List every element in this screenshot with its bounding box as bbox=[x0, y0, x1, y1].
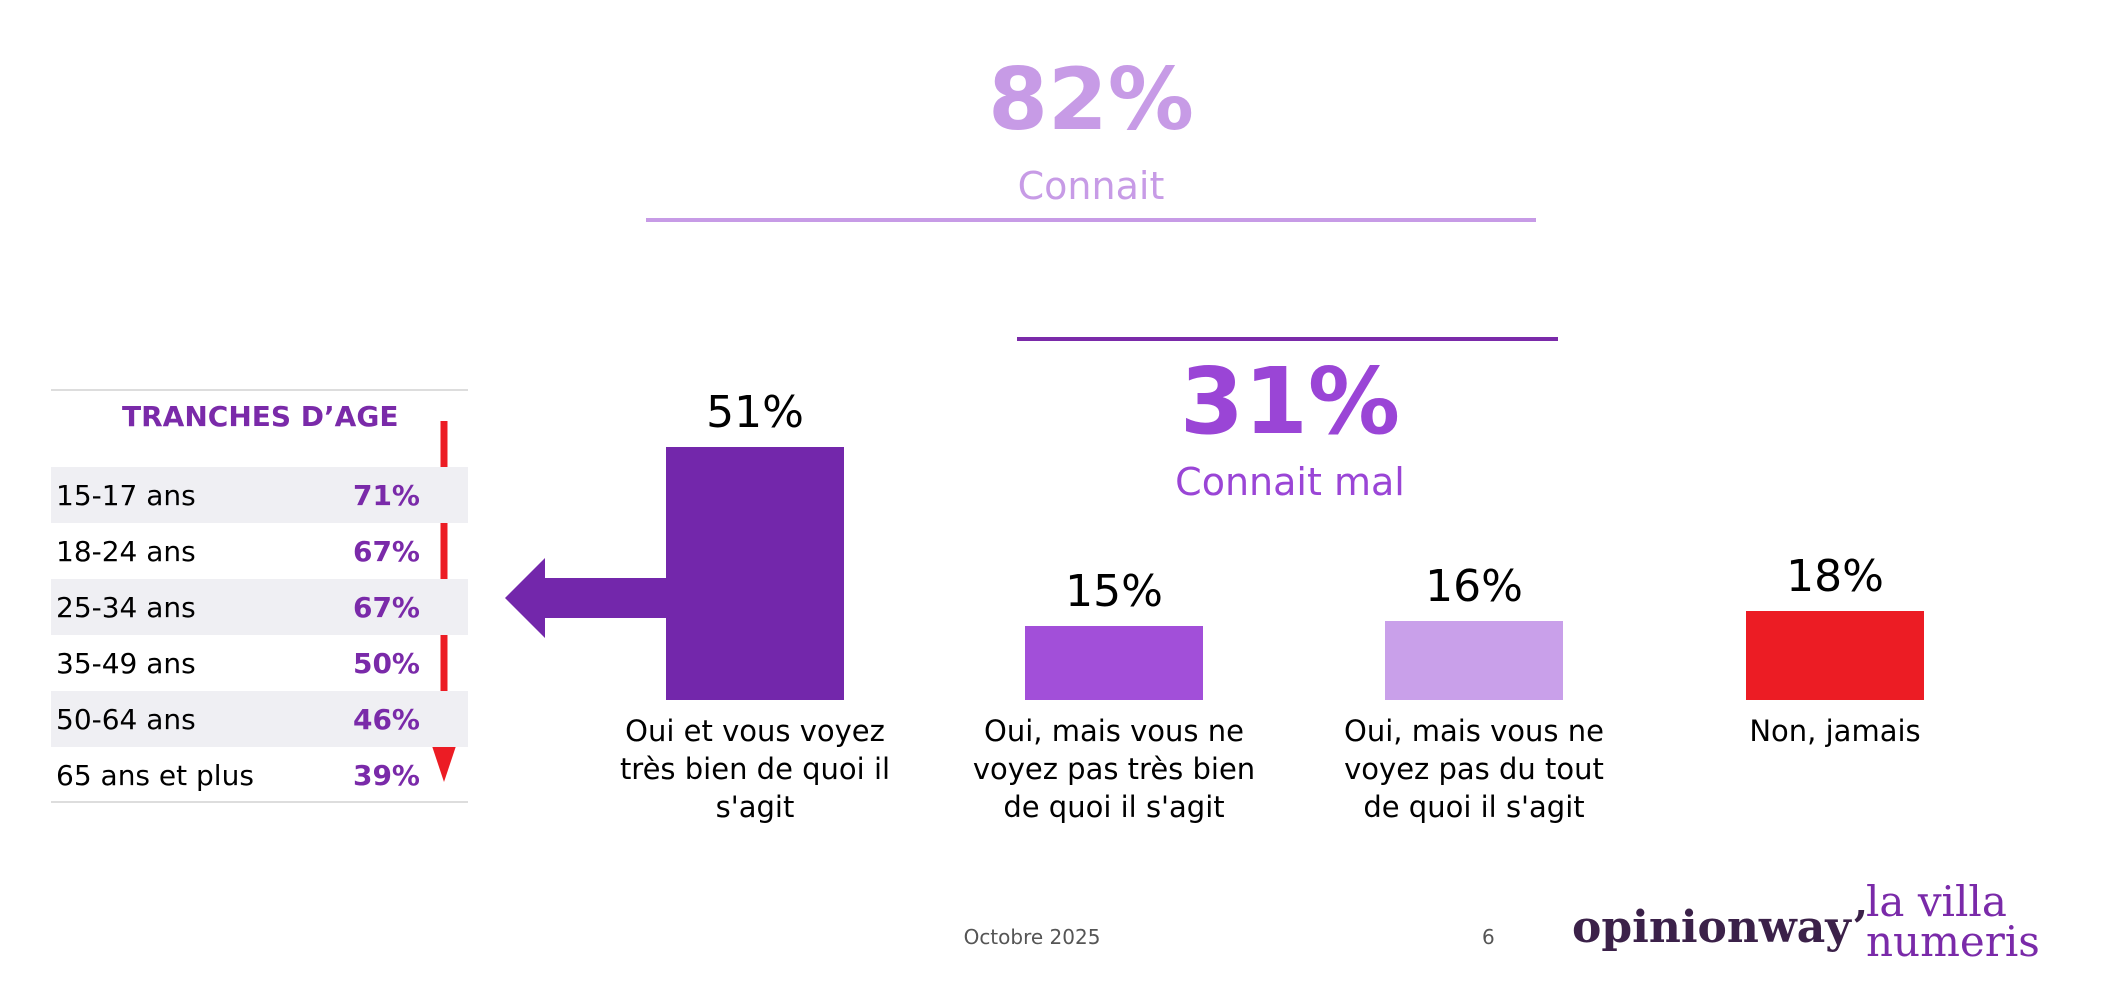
age-value: 71% bbox=[352, 479, 420, 512]
table-title: TRANCHES D’AGE bbox=[122, 400, 399, 433]
age-value: 46% bbox=[352, 703, 420, 736]
bar bbox=[1385, 620, 1563, 700]
category-label: Oui et vous voyez très bien de quoi il s… bbox=[619, 714, 891, 824]
value-label: 15% bbox=[1065, 565, 1163, 617]
age-label: 25-34 ans bbox=[56, 591, 196, 624]
value-label: 51% bbox=[706, 387, 804, 439]
summary-label: Connait mal bbox=[1175, 460, 1405, 504]
logo-opinionway: opinionway’ bbox=[1572, 902, 1868, 953]
left-arrow bbox=[505, 558, 667, 638]
summary-label: Connait bbox=[1017, 164, 1165, 208]
table-border bbox=[51, 801, 468, 803]
value-label: 18% bbox=[1786, 550, 1884, 602]
table-row-bg bbox=[51, 691, 468, 747]
table-border bbox=[51, 389, 468, 391]
age-value: 50% bbox=[352, 647, 420, 680]
logo-numeris: numeris bbox=[1866, 917, 2040, 966]
divider bbox=[646, 218, 1536, 222]
bar bbox=[1746, 610, 1924, 700]
table-row-bg bbox=[51, 467, 468, 523]
age-label: 15-17 ans bbox=[56, 479, 196, 512]
age-value: 39% bbox=[352, 759, 420, 792]
logo-villa: la villa bbox=[1866, 877, 2007, 926]
age-label: 50-64 ans bbox=[56, 703, 196, 736]
age-label: 35-49 ans bbox=[56, 647, 196, 680]
value-label: 16% bbox=[1425, 560, 1523, 612]
divider bbox=[1017, 337, 1558, 341]
table-row-bg bbox=[51, 579, 468, 635]
age-value: 67% bbox=[352, 591, 420, 624]
category-label: Non, jamais bbox=[1749, 714, 1921, 748]
age-value: 67% bbox=[352, 535, 420, 568]
summary-value: 82% bbox=[988, 50, 1194, 150]
page-number: 6 bbox=[1482, 925, 1495, 949]
category-label: Oui, mais vous ne voyez pas très bien de… bbox=[972, 714, 1256, 824]
age-label: 65 ans et plus bbox=[56, 759, 254, 792]
down-arrow-head bbox=[430, 740, 458, 782]
bar bbox=[1025, 625, 1203, 700]
category-label: Oui, mais vous ne voyez pas du tout de q… bbox=[1344, 714, 1604, 824]
summary-value: 31% bbox=[1179, 348, 1401, 455]
footer-date: Octobre 2025 bbox=[963, 925, 1101, 949]
age-label: 18-24 ans bbox=[56, 535, 196, 568]
bar bbox=[666, 447, 844, 700]
